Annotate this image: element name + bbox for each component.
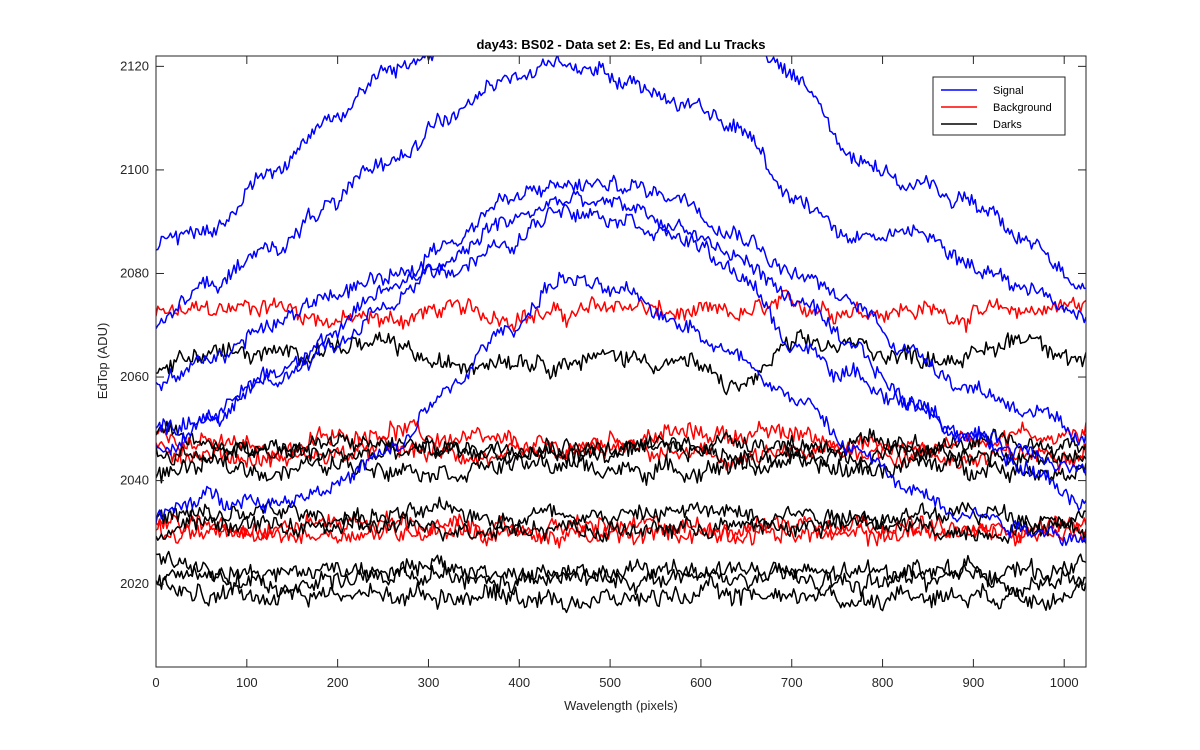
x-tick-label: 800: [872, 675, 894, 690]
tick-layer: 0 100 200 300 400 500 600 700 800 900 1000 2020 2040…: [120, 56, 1086, 690]
series-line-darks-12: [156, 420, 1086, 462]
chart-title: day43: BS02 - Data set 2: Es, Ed and Lu …: [476, 37, 765, 52]
x-tick-label: 400: [508, 675, 530, 690]
series-line-signal-2: [156, 174, 1086, 446]
series-line-signal-5: [156, 271, 1086, 547]
y-tick-label: 2060: [120, 369, 149, 384]
x-tick-label: 600: [690, 675, 712, 690]
x-axis-label: Wavelength (pixels): [564, 698, 678, 713]
y-tick-label: 2080: [120, 265, 149, 280]
series-line-darks-14: [156, 450, 1086, 486]
series-line-darks-13: [156, 433, 1086, 470]
series-line-darks-18: [156, 561, 1086, 598]
series-line-signal-0: [156, 56, 1086, 290]
x-tick-label: 0: [152, 675, 159, 690]
series-line-darks-16: [156, 509, 1086, 544]
x-tick-label: 300: [418, 675, 440, 690]
legend-box: [932, 76, 1066, 136]
series-line-signal-1: [156, 56, 1086, 329]
legend-label-background: Background: [993, 102, 1052, 114]
y-axis-label: EdTop (ADU): [95, 323, 110, 400]
y-tick-label: 2120: [120, 58, 149, 73]
series-line-darks-15: [156, 496, 1086, 532]
series-layer: [156, 56, 1086, 614]
series-line-darks-19: [156, 574, 1086, 614]
x-tick-label: 900: [963, 675, 985, 690]
series-line-background-9: [156, 510, 1086, 547]
series-line-signal-3: [156, 190, 1086, 476]
y-tick-label: 2100: [120, 162, 149, 177]
y-tick-label: 2020: [120, 576, 149, 591]
legend-label-darks: Darks: [993, 119, 1022, 131]
x-tick-label: 1000: [1050, 675, 1079, 690]
legend: Signal Background Darks: [932, 76, 1066, 136]
y-tick-label: 2040: [120, 473, 149, 488]
series-line-darks-17: [156, 550, 1086, 588]
series-line-background-10: [156, 516, 1086, 549]
axes-box: [155, 55, 1087, 668]
x-tick-label: 500: [599, 675, 621, 690]
x-tick-label: 200: [327, 675, 349, 690]
series-line-signal-4: [156, 203, 1086, 511]
x-tick-label: 700: [781, 675, 803, 690]
x-tick-label: 100: [236, 675, 258, 690]
series-line-background-6: [156, 289, 1086, 333]
legend-label-signal: Signal: [993, 85, 1024, 97]
